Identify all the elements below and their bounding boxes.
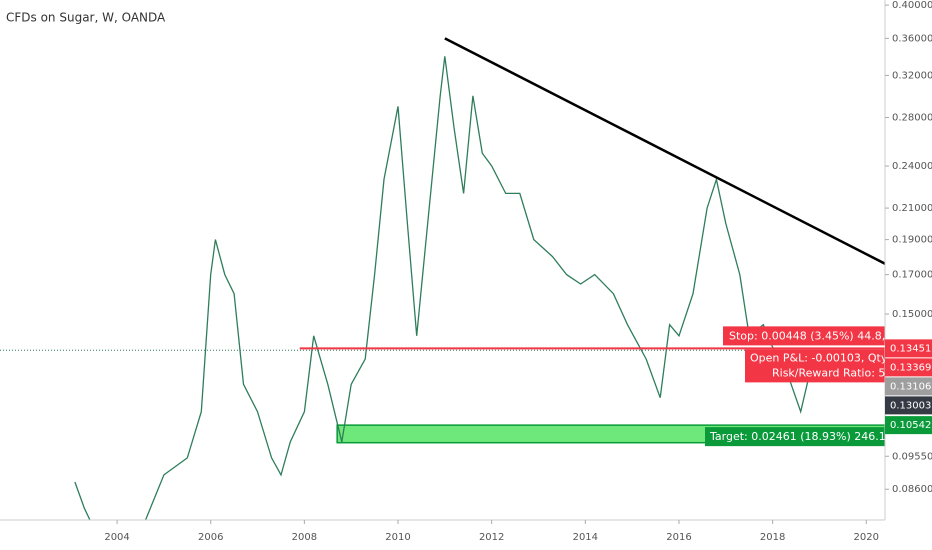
y-tick-label: 0.24000 [892, 161, 932, 172]
x-tick-label: 2018 [760, 532, 785, 543]
x-tick-label: 2010 [385, 532, 410, 543]
y-tick-label: 0.21000 [892, 203, 932, 214]
x-tick-label: 2012 [479, 532, 504, 543]
y-tick-label: 0.40000 [892, 0, 932, 11]
target-label: Target: 0.02461 (18.93%) 246.1, Amou [709, 430, 925, 443]
y-tick-label: 0.36000 [892, 33, 932, 44]
trend-line [444, 37, 885, 265]
price-tag-label: 0.13451 [890, 343, 931, 354]
x-tick-label: 2014 [573, 532, 598, 543]
price-tag [885, 358, 932, 377]
price-line [74, 56, 825, 520]
pnl-box [745, 349, 885, 383]
x-tick-label: 2004 [104, 532, 129, 543]
stop-box [723, 326, 885, 346]
chart-title: CFDs on Sugar, W, OANDA [6, 11, 166, 25]
rr-label: Risk/Reward Ratio: 5.49 [772, 366, 903, 379]
target-box-label-bg [705, 427, 885, 447]
x-tick-label: 2008 [292, 532, 317, 543]
price-tag [885, 377, 932, 396]
plot-area: Stop: 0.00448 (3.45%) 44.8, Amou Open P&L… [0, 37, 925, 520]
price-tag-label: 0.13369 [890, 362, 931, 373]
price-tag [885, 396, 932, 415]
y-tick-label: 0.28000 [892, 112, 932, 123]
y-tick-label: 0.19000 [892, 235, 932, 246]
y-tick-label: 0.08600 [892, 484, 932, 495]
y-tick-label: 0.17000 [892, 270, 932, 281]
price-tag [885, 339, 932, 358]
price-tag-label: 0.13106 [890, 381, 931, 392]
y-tick-label: 0.32000 [892, 70, 932, 81]
price-tag [885, 416, 932, 435]
pnl-label: Open P&L: -0.00103, Qty: 558 [750, 351, 915, 364]
x-tick-label: 2020 [854, 532, 879, 543]
y-tick-label: 0.09550 [892, 451, 932, 462]
stop-label: Stop: 0.00448 (3.45%) 44.8, Amou [729, 329, 921, 342]
price-tag-label: 0.10542 [890, 420, 931, 431]
x-tick-label: 2016 [666, 532, 691, 543]
price-tag-label: 0.13003 [890, 400, 931, 411]
y-tick-label: 0.15000 [892, 309, 932, 320]
x-tick-label: 2006 [198, 532, 223, 543]
